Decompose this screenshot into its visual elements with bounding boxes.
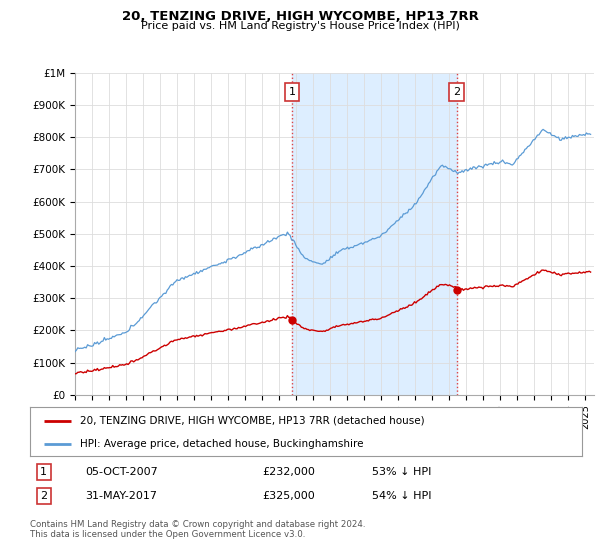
Text: £232,000: £232,000 <box>262 467 315 477</box>
Text: £325,000: £325,000 <box>262 491 314 501</box>
Text: 05-OCT-2007: 05-OCT-2007 <box>85 467 158 477</box>
Text: 53% ↓ HPI: 53% ↓ HPI <box>372 467 431 477</box>
Text: 1: 1 <box>40 467 47 477</box>
Text: Contains HM Land Registry data © Crown copyright and database right 2024.
This d: Contains HM Land Registry data © Crown c… <box>30 520 365 539</box>
Text: 54% ↓ HPI: 54% ↓ HPI <box>372 491 432 501</box>
Text: HPI: Average price, detached house, Buckinghamshire: HPI: Average price, detached house, Buck… <box>80 439 363 449</box>
Text: 31-MAY-2017: 31-MAY-2017 <box>85 491 157 501</box>
Bar <box>292 73 457 395</box>
Text: 2: 2 <box>40 491 47 501</box>
Text: Price paid vs. HM Land Registry's House Price Index (HPI): Price paid vs. HM Land Registry's House … <box>140 21 460 31</box>
Text: 20, TENZING DRIVE, HIGH WYCOMBE, HP13 7RR: 20, TENZING DRIVE, HIGH WYCOMBE, HP13 7R… <box>122 10 478 23</box>
Text: 20, TENZING DRIVE, HIGH WYCOMBE, HP13 7RR (detached house): 20, TENZING DRIVE, HIGH WYCOMBE, HP13 7R… <box>80 416 424 426</box>
Text: 2: 2 <box>453 87 460 97</box>
Text: 1: 1 <box>289 87 295 97</box>
